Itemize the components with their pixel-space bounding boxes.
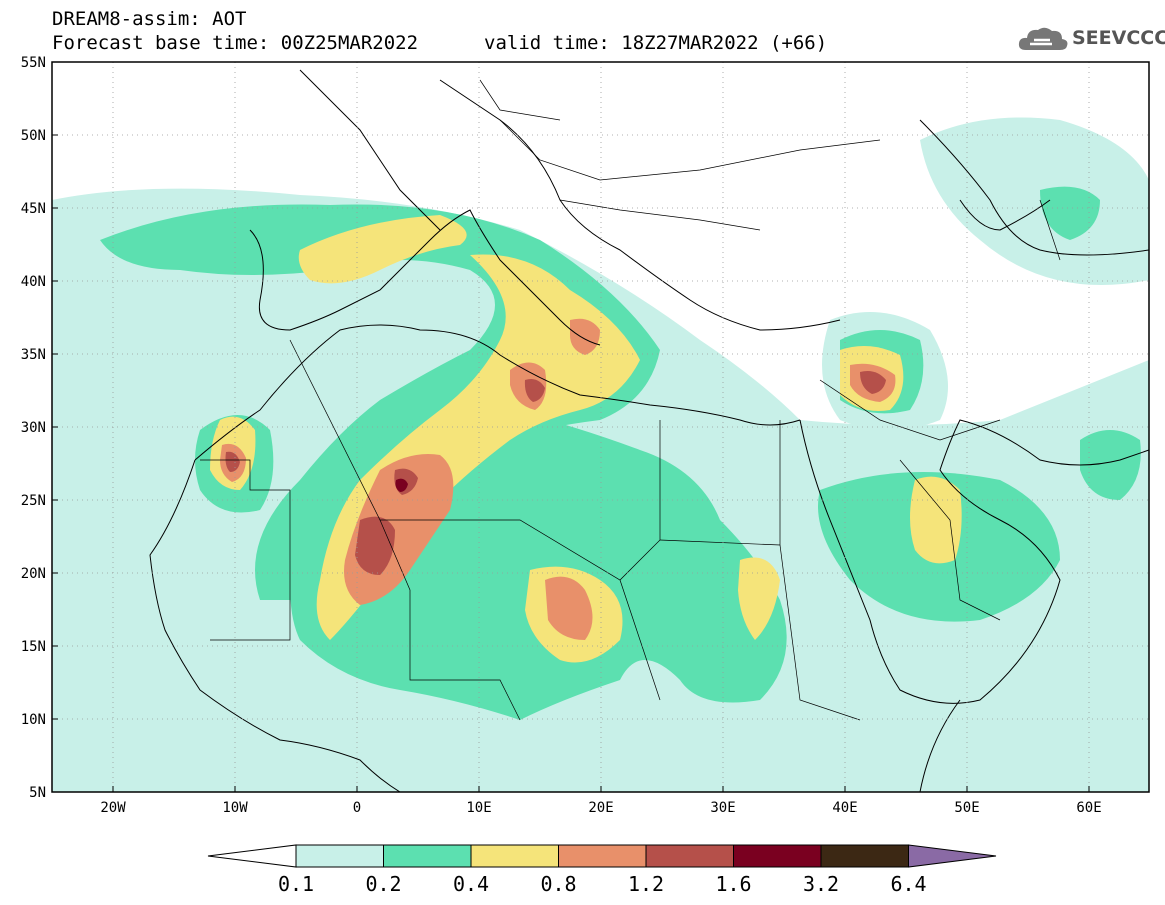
lat-label: 5N bbox=[29, 785, 46, 801]
colorbar-label: 6.4 bbox=[890, 872, 927, 896]
colorbar-segment bbox=[733, 844, 822, 868]
coastlines bbox=[149, 69, 1149, 792]
lon-label: 10E bbox=[466, 800, 491, 816]
colorbar-segment bbox=[295, 844, 384, 868]
lat-label: 10N bbox=[21, 712, 46, 728]
cloud-icon bbox=[1018, 27, 1068, 50]
country-borders bbox=[200, 79, 1061, 721]
colorbar-under-arrow bbox=[207, 844, 297, 868]
lat-label: 45N bbox=[21, 201, 46, 217]
lon-label: 10W bbox=[222, 800, 248, 816]
colorbar bbox=[207, 844, 997, 868]
valid-time-label: valid time: 18Z27MAR2022 (+66) bbox=[484, 32, 828, 54]
lon-label: 60E bbox=[1076, 800, 1101, 816]
colorbar-segment bbox=[383, 844, 472, 868]
axis-ticks bbox=[52, 61, 1090, 793]
colorbar-label: 1.2 bbox=[627, 872, 665, 896]
longitude-labels: 20W 10W 0 10E 20E 30E 40E 50E 60E bbox=[100, 800, 1101, 816]
lon-label: 20E bbox=[588, 800, 613, 816]
logo-text: SEEVCCC bbox=[1072, 27, 1165, 49]
lat-label: 20N bbox=[21, 566, 46, 582]
aot-contours bbox=[52, 117, 1149, 792]
colorbar-label: 0.1 bbox=[277, 872, 315, 896]
lat-label: 55N bbox=[21, 55, 46, 71]
colorbar-over-arrow bbox=[908, 844, 997, 868]
lat-label: 40N bbox=[21, 274, 46, 290]
lat-label: 15N bbox=[21, 639, 46, 655]
lat-label: 25N bbox=[21, 493, 46, 509]
colorbar-label: 0.2 bbox=[365, 872, 402, 896]
lon-label: 30E bbox=[710, 800, 735, 816]
colorbar-segment bbox=[820, 844, 909, 868]
map-title: DREAM8-assim: AOT bbox=[52, 8, 247, 30]
lon-label: 0 bbox=[353, 800, 361, 816]
colorbar-segment bbox=[558, 844, 647, 868]
colorbar-label: 0.4 bbox=[452, 872, 490, 896]
lat-label: 35N bbox=[21, 347, 46, 363]
lat-label: 50N bbox=[21, 128, 46, 144]
colorbar-label: 3.2 bbox=[802, 872, 840, 896]
lon-label: 20W bbox=[100, 800, 126, 816]
base-time-label: Forecast base time: 00Z25MAR2022 bbox=[52, 32, 419, 54]
colorbar-label: 1.6 bbox=[715, 872, 752, 896]
graticule bbox=[52, 62, 1149, 792]
seevccc-logo: SEEVCCC bbox=[1016, 22, 1165, 56]
latitude-labels: 55N 50N 45N 40N 35N 30N 25N 20N 15N 10N … bbox=[21, 55, 46, 801]
lat-label: 30N bbox=[21, 420, 46, 436]
lon-label: 40E bbox=[832, 800, 857, 816]
colorbar-label: 0.8 bbox=[540, 872, 577, 896]
colorbar-segment bbox=[645, 844, 734, 868]
colorbar-segment bbox=[470, 844, 559, 868]
aot-band-1.6 bbox=[395, 478, 408, 492]
lon-label: 50E bbox=[954, 800, 979, 816]
